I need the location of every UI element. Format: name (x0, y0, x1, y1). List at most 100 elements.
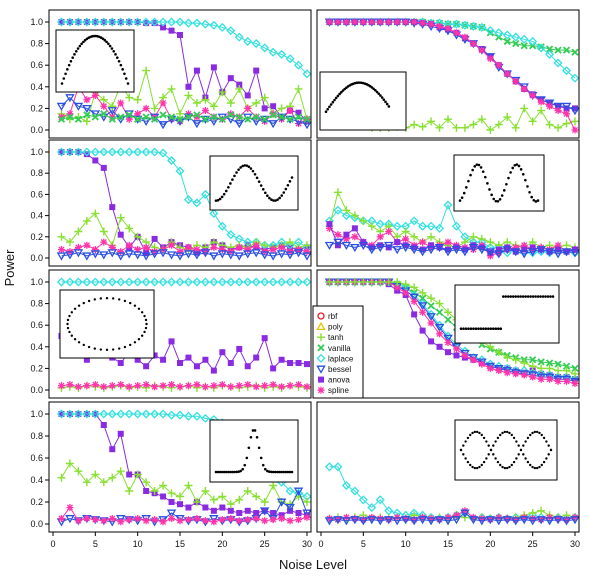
data-point (317, 386, 325, 394)
data-point (571, 48, 579, 56)
inset-dot (511, 166, 515, 170)
data-point (158, 121, 168, 130)
inset-crossing-waves (454, 419, 558, 481)
data-point (244, 246, 252, 254)
y-tick-label: 0.8 (30, 299, 43, 309)
data-point (367, 246, 377, 255)
data-point (151, 352, 158, 359)
data-point (168, 381, 176, 389)
inset-ellipse (59, 289, 155, 359)
data-point (83, 382, 91, 390)
inset-dot (517, 164, 521, 168)
data-point (253, 354, 260, 361)
inset-dot (539, 295, 542, 298)
inset-dot (341, 89, 345, 92)
data-point (108, 102, 117, 111)
inset-dot (284, 470, 288, 474)
data-point (142, 66, 151, 75)
data-point (393, 283, 401, 291)
data-point (402, 235, 410, 243)
x-tick-label: 0 (50, 539, 55, 549)
data-point (409, 246, 419, 255)
data-point (209, 102, 218, 111)
data-point (74, 227, 83, 236)
panel-frame (316, 139, 580, 267)
data-point (409, 293, 419, 302)
data-point (485, 26, 495, 36)
data-point (200, 277, 210, 287)
data-point (571, 380, 579, 388)
data-point (158, 249, 168, 258)
inset-frame (453, 154, 545, 212)
inset-dot (492, 444, 495, 447)
data-point (74, 517, 82, 525)
data-point (418, 288, 427, 297)
inset-dot (478, 431, 481, 435)
data-point (244, 92, 251, 99)
data-point (133, 470, 142, 479)
inset-dot (282, 470, 286, 474)
data-point (99, 147, 109, 157)
data-point (402, 242, 409, 249)
data-point (82, 147, 92, 157)
data-point (512, 39, 520, 48)
inset-dot (536, 199, 540, 202)
inset-dot (501, 431, 504, 435)
data-point (553, 58, 563, 68)
data-point (293, 249, 304, 258)
data-point (175, 252, 185, 261)
data-point (434, 243, 445, 253)
data-point (201, 115, 210, 123)
inset-dot (340, 90, 343, 94)
data-point (108, 243, 116, 251)
inset-dot (536, 295, 540, 298)
y-tick-label: 0.6 (30, 453, 43, 463)
data-point (294, 277, 304, 287)
inset-dot (515, 163, 519, 166)
data-point (90, 409, 100, 419)
y-tick-label: 0.2 (30, 103, 43, 113)
data-point (570, 73, 580, 83)
data-point (453, 244, 460, 251)
inset-dot (129, 343, 132, 347)
data-point (294, 60, 304, 70)
inset-dot (268, 470, 271, 474)
inset-dot (114, 53, 117, 56)
inset-dot (224, 189, 228, 193)
data-point (359, 216, 368, 225)
data-point (358, 241, 369, 250)
data-point (502, 246, 512, 255)
data-point (58, 411, 65, 417)
data-point (269, 246, 277, 254)
data-point (91, 209, 100, 218)
data-point (520, 241, 528, 249)
data-point (453, 352, 460, 359)
data-point (411, 311, 418, 318)
inset-dot (121, 68, 124, 71)
inset-dot (473, 165, 477, 168)
inset-dot (505, 430, 509, 434)
data-point (302, 509, 312, 518)
x-tick-label: 20 (217, 539, 227, 549)
data-point (519, 34, 529, 44)
inset-dot (82, 301, 85, 305)
inset-dot (480, 433, 483, 437)
inset-dot (496, 460, 500, 464)
data-point (251, 249, 261, 258)
inset-dot (133, 304, 137, 307)
data-point (477, 517, 487, 526)
data-point (177, 31, 183, 38)
inset-dot (333, 98, 336, 102)
data-point (554, 366, 563, 375)
data-point (201, 95, 210, 104)
inset-dot (524, 440, 527, 443)
panel-5 (48, 269, 312, 399)
data-point (193, 515, 201, 522)
data-point (512, 516, 520, 524)
data-point (65, 94, 75, 103)
data-point (452, 123, 461, 132)
inset-dot (545, 457, 548, 460)
data-point (141, 17, 151, 27)
data-point (227, 507, 234, 514)
inset-dot (540, 463, 543, 467)
